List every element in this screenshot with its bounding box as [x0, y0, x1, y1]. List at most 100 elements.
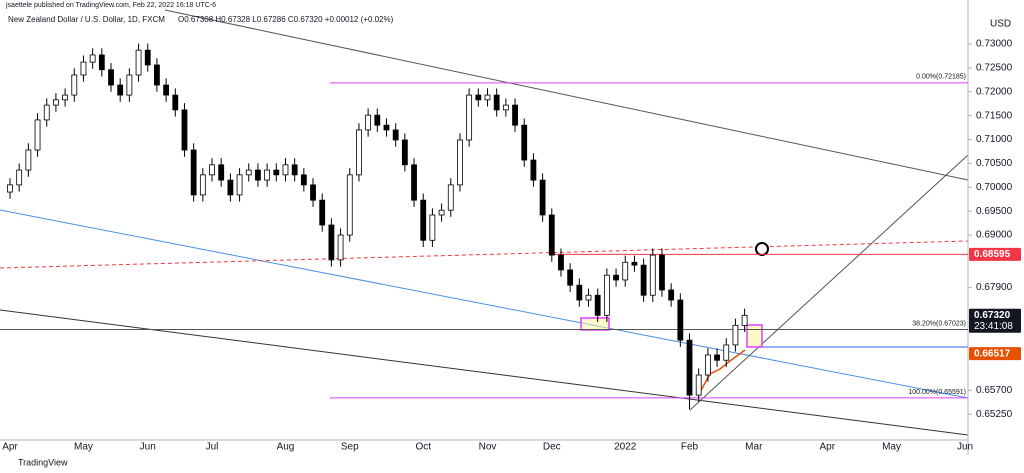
- candle-body: [108, 69, 114, 86]
- price-tag-label: 0.68595: [974, 249, 1011, 260]
- target-circle: [755, 242, 769, 256]
- candle-body: [576, 284, 583, 301]
- price-axis: [968, 0, 1024, 473]
- y-tick-label: 0.65700: [976, 385, 1013, 396]
- candle-body: [723, 344, 730, 361]
- candle-body: [457, 139, 463, 186]
- candle-body: [236, 174, 243, 196]
- brand: TradingView: [18, 457, 68, 467]
- candle-body: [34, 119, 41, 151]
- candle-body: [475, 94, 482, 101]
- x-tick-label: Jun: [140, 442, 156, 453]
- candle-body: [126, 74, 133, 96]
- candle-body: [649, 254, 656, 296]
- x-tick-label: Sep: [341, 442, 359, 453]
- ohlc-header: O0.67308 H0.67328 L0.67286 C0.67320 +0.0…: [178, 15, 394, 24]
- moving-average: [699, 349, 746, 393]
- candle-body: [704, 354, 711, 376]
- candle-body: [585, 294, 592, 301]
- candle-body: [282, 164, 289, 176]
- candle-body: [172, 94, 179, 111]
- candles: [7, 43, 748, 410]
- y-tick-label: 0.71500: [976, 110, 1013, 121]
- candle-body: [548, 214, 555, 256]
- candle-body: [613, 274, 619, 281]
- candle-body: [328, 224, 335, 261]
- publisher: jsaettele published on TradingView.com, …: [5, 2, 216, 9]
- candle-body: [264, 169, 271, 181]
- candle-body: [62, 94, 68, 101]
- y-tick-label: 0.72500: [976, 62, 1013, 73]
- candle-body: [135, 49, 142, 76]
- candle-body: [16, 169, 23, 186]
- candle-body: [199, 174, 206, 196]
- candle-body: [53, 99, 59, 106]
- y-tick-label: 0.72000: [976, 86, 1013, 97]
- candle-body: [447, 184, 454, 211]
- y-tick-label: 0.69000: [976, 230, 1013, 241]
- candle-body: [337, 234, 344, 261]
- drawings: [0, 9, 969, 436]
- candle-body: [411, 164, 417, 201]
- candle-body: [594, 294, 601, 316]
- x-tick-label: Aug: [277, 442, 295, 453]
- candle-body: [732, 324, 739, 346]
- candle-body: [438, 209, 445, 216]
- candle-body: [163, 84, 170, 96]
- channel-line: [0, 209, 969, 399]
- x-tick-label: Dec: [543, 442, 561, 453]
- x-tick-label: Mar: [745, 442, 763, 453]
- candle-body: [227, 179, 234, 196]
- candle-body: [319, 199, 326, 226]
- candle-body: [429, 214, 436, 241]
- x-tick-label: May: [74, 442, 93, 453]
- x-tick-label: Feb: [681, 442, 699, 453]
- candle-body: [291, 164, 298, 176]
- candle-body: [668, 289, 675, 301]
- x-tick-label: 2022: [614, 442, 637, 453]
- x-tick-label: Apr: [2, 442, 18, 453]
- candle-body: [218, 164, 225, 181]
- dashed-line: [0, 240, 969, 269]
- candle-body: [603, 274, 610, 316]
- y-tick-label: 0.65250: [976, 409, 1013, 420]
- level-label: 38.20%(0.67023): [912, 320, 966, 327]
- price-tag-label: 0.66517: [974, 348, 1011, 359]
- candle-body: [356, 129, 362, 176]
- x-tick-label: Jun: [957, 442, 973, 453]
- candle-body: [392, 129, 399, 141]
- candle-body: [209, 164, 215, 176]
- level-label: 100.00%(0.65591): [908, 389, 966, 396]
- candle-body: [466, 94, 473, 141]
- candle-body: [7, 184, 13, 193]
- y-tick-label: 0.73000: [976, 39, 1013, 50]
- candle-body: [89, 54, 96, 63]
- candle-body: [117, 84, 124, 96]
- candle-body: [631, 261, 638, 266]
- price-tag: [969, 308, 1021, 333]
- trend-line: [0, 309, 969, 436]
- price-tag: [969, 247, 1021, 261]
- candle-body: [245, 169, 252, 176]
- candle-body: [539, 179, 546, 216]
- x-tick-label: Apr: [819, 442, 835, 453]
- candle-body: [502, 104, 509, 111]
- x-tick-label: Oct: [415, 442, 431, 453]
- candle-body: [530, 159, 537, 181]
- price-tag: [969, 347, 1021, 361]
- currency: USD: [990, 19, 1011, 30]
- candle-body: [346, 174, 353, 236]
- candle-body: [677, 299, 684, 341]
- candle-body: [365, 114, 372, 131]
- trend-line: [689, 154, 969, 411]
- level-label: 0.00%(0.72185): [916, 74, 966, 81]
- candle-body: [190, 149, 197, 196]
- candle-body: [420, 199, 427, 241]
- candle-body: [144, 49, 151, 66]
- candle-body: [43, 104, 50, 121]
- y-tick-label: 0.69500: [976, 206, 1013, 217]
- candle-body: [300, 174, 307, 186]
- candle-body: [401, 139, 408, 166]
- candle-body: [741, 314, 748, 326]
